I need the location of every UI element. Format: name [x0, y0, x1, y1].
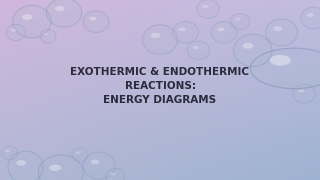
Ellipse shape [89, 17, 96, 21]
Ellipse shape [22, 14, 33, 20]
Ellipse shape [8, 151, 43, 180]
Ellipse shape [16, 160, 26, 166]
Ellipse shape [2, 146, 18, 160]
Ellipse shape [293, 84, 315, 103]
Ellipse shape [273, 26, 282, 31]
Text: EXOTHERMIC & ENDOTHERMIC
REACTIONS:
ENERGY DIAGRAMS: EXOTHERMIC & ENDOTHERMIC REACTIONS: ENER… [70, 67, 250, 105]
Ellipse shape [11, 29, 16, 32]
Ellipse shape [235, 18, 240, 21]
Ellipse shape [83, 152, 115, 179]
Ellipse shape [44, 33, 48, 35]
Ellipse shape [243, 43, 253, 49]
Ellipse shape [6, 24, 26, 40]
Ellipse shape [197, 0, 219, 18]
Ellipse shape [49, 165, 61, 171]
Ellipse shape [5, 150, 10, 152]
Ellipse shape [40, 29, 56, 43]
Ellipse shape [173, 22, 198, 43]
Ellipse shape [266, 19, 298, 46]
Ellipse shape [91, 159, 100, 164]
Ellipse shape [217, 28, 224, 31]
Ellipse shape [230, 14, 250, 30]
Ellipse shape [193, 46, 199, 50]
Ellipse shape [179, 28, 186, 31]
Ellipse shape [251, 48, 320, 89]
Ellipse shape [110, 173, 116, 175]
Ellipse shape [76, 152, 80, 154]
Ellipse shape [211, 22, 237, 43]
Ellipse shape [46, 0, 82, 27]
Ellipse shape [106, 168, 125, 180]
Ellipse shape [72, 148, 88, 162]
Ellipse shape [151, 33, 160, 38]
Ellipse shape [83, 11, 109, 32]
Ellipse shape [298, 89, 304, 93]
Ellipse shape [187, 41, 210, 60]
Ellipse shape [142, 25, 178, 54]
Ellipse shape [202, 5, 208, 8]
Ellipse shape [55, 6, 64, 11]
Ellipse shape [13, 5, 51, 38]
Ellipse shape [301, 7, 320, 29]
Ellipse shape [38, 155, 83, 180]
Ellipse shape [307, 13, 314, 17]
Ellipse shape [234, 34, 272, 67]
Ellipse shape [270, 55, 291, 66]
